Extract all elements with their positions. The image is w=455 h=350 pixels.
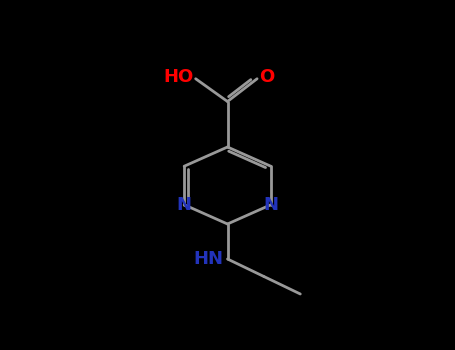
Text: N: N [263, 196, 278, 214]
Text: HO: HO [163, 68, 193, 86]
Text: N: N [177, 196, 192, 214]
Text: O: O [259, 68, 275, 86]
Text: HN: HN [193, 250, 223, 268]
